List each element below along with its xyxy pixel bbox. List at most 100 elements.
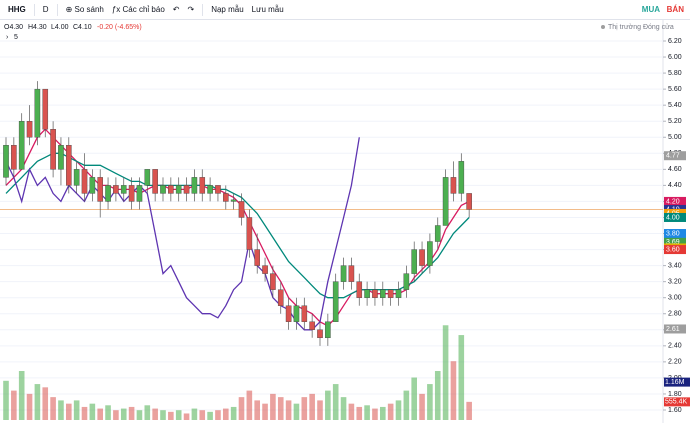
y-tick-label: 5.80 <box>668 70 682 77</box>
price-label: 3.69 <box>666 239 680 246</box>
volume-bar <box>293 403 300 420</box>
volume-bar <box>58 400 64 420</box>
volume-bar <box>26 393 33 420</box>
volume-bar <box>66 403 72 420</box>
load-template[interactable]: Nạp mẫu <box>211 5 244 14</box>
redo[interactable]: ↷ <box>187 5 195 14</box>
volume-bar <box>175 410 182 420</box>
volume-bar <box>434 371 441 420</box>
y-tick-label: 1.60 <box>668 407 682 414</box>
candle-body <box>136 185 143 202</box>
candle-body <box>332 281 339 322</box>
volume-bar <box>309 393 315 420</box>
volume-bar <box>356 406 363 420</box>
candle-body <box>215 185 221 194</box>
volume-bar <box>364 405 370 420</box>
candle-body <box>356 281 363 298</box>
compare-label[interactable]: So sánh <box>74 5 104 14</box>
volume-bar <box>11 390 17 420</box>
candle-body <box>387 289 394 298</box>
candle-body <box>419 249 425 266</box>
y-tick-label: 4.60 <box>668 166 682 173</box>
candle-body <box>395 289 402 298</box>
price-label-box <box>664 245 686 255</box>
volume-bar <box>246 390 253 420</box>
chart: 1.601.802.002.202.402.602.803.003.203.40… <box>0 20 690 423</box>
volume-bar <box>450 361 457 420</box>
y-tick-label: 1.80 <box>668 391 682 398</box>
candle-body <box>160 185 166 194</box>
price-label-box <box>664 324 686 334</box>
grid <box>0 40 663 411</box>
volume-label-box <box>664 377 690 387</box>
y-tick-label: 6.20 <box>668 38 682 45</box>
y-tick-label: 2.20 <box>668 359 682 366</box>
candle-body <box>246 217 253 250</box>
candle-body <box>175 185 182 194</box>
volume-bar <box>120 408 127 420</box>
indicators-button[interactable]: ƒx Các chỉ báo <box>111 5 165 14</box>
candle-body <box>50 129 56 170</box>
volume-bar <box>395 400 402 420</box>
candle-body <box>317 329 323 339</box>
volume-bar <box>230 406 237 420</box>
volume-label: 1.16M <box>665 379 685 386</box>
undo[interactable]: ↶ <box>172 5 180 14</box>
y-tick-label: 5.20 <box>668 118 682 125</box>
separator <box>33 3 35 16</box>
candle-body <box>81 169 88 194</box>
volume-bar <box>466 401 472 420</box>
y-tick-label: 3.40 <box>668 262 682 269</box>
candle-body <box>442 177 449 226</box>
volume-bar <box>254 400 260 420</box>
y-tick-label: 3.00 <box>668 295 682 302</box>
price-label-box <box>664 196 686 206</box>
volume-bar <box>301 397 308 420</box>
candle-body <box>58 145 64 170</box>
candle-body <box>222 193 229 202</box>
volume-label-box <box>664 397 690 407</box>
volume-bar <box>332 384 339 420</box>
volume-bar <box>419 393 425 420</box>
volume-bar <box>403 390 410 420</box>
volume-bar <box>113 410 119 420</box>
price-axis: 1.601.802.002.202.402.602.803.003.203.40… <box>663 38 690 414</box>
buy-button[interactable]: MUA <box>641 5 660 14</box>
price-label: 4.00 <box>666 214 680 221</box>
y-tick-label: 5.60 <box>668 86 682 93</box>
status-dot <box>601 25 605 29</box>
separator <box>202 3 204 16</box>
compare-button[interactable]: ⊕ So sánh <box>65 5 104 14</box>
legend-high: H4.30 <box>28 24 47 31</box>
indicators-label[interactable]: Các chỉ báo <box>122 5 165 14</box>
candle-body <box>458 161 465 194</box>
candle-body <box>105 185 111 202</box>
volume-bar <box>18 371 25 420</box>
collapse-count[interactable]: 5 <box>14 34 18 41</box>
candle-body <box>168 185 174 194</box>
volume-bar <box>128 406 135 420</box>
candle-body <box>372 289 378 298</box>
volume-bar <box>317 400 323 420</box>
sell-button[interactable]: BÁN <box>666 5 684 14</box>
candle-body <box>434 225 441 242</box>
candle-body <box>144 169 151 186</box>
save-template[interactable]: Lưu mẫu <box>251 5 284 14</box>
candle-body <box>403 273 410 290</box>
volume-bar <box>262 403 268 420</box>
candle-body <box>65 145 72 186</box>
volume-bar <box>144 405 151 420</box>
symbol[interactable]: HHG <box>8 5 26 14</box>
legend-close: C4.10 <box>73 24 92 31</box>
interval[interactable]: D <box>42 5 49 14</box>
volume-bar <box>183 413 190 420</box>
volume-bar <box>427 384 433 420</box>
plot <box>0 81 663 346</box>
candle-body <box>128 185 135 202</box>
candle-body <box>309 321 315 330</box>
collapse-arrow[interactable]: › <box>6 34 9 41</box>
volume-bar <box>160 410 166 420</box>
market-status: Thị trường Đóng cửa <box>608 23 674 31</box>
price-label-box <box>664 237 686 247</box>
volume-bar <box>277 397 284 420</box>
